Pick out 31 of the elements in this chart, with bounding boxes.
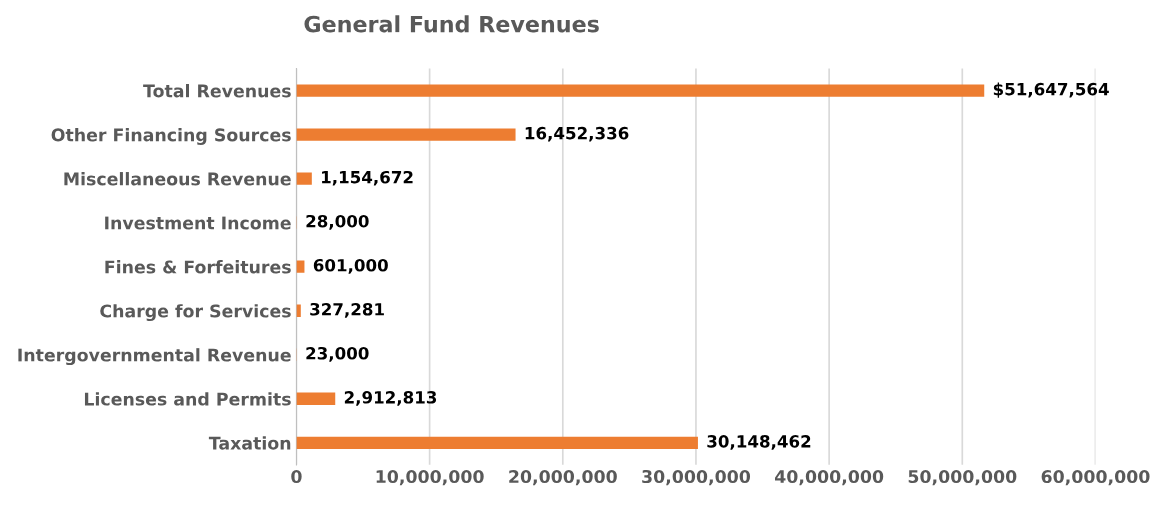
y-tick-label: Other Financing Sources [51, 128, 291, 145]
bar [296, 128, 516, 141]
data-label: 28,000 [306, 214, 369, 230]
chart-title: General Fund Revenues [304, 15, 599, 33]
y-tick-label: Total Revenues [143, 84, 291, 98]
y-tick-label: Intergovernmental Revenue [18, 348, 291, 366]
data-label: $51,647,564 [993, 82, 1109, 98]
x-tick-label: 40,000,000 [775, 469, 884, 486]
y-tick-label: Miscellaneous Revenue [64, 172, 291, 186]
bar [296, 436, 698, 449]
x-tick-label: 20,000,000 [509, 469, 617, 486]
x-tick-label: 50,000,000 [908, 469, 1017, 486]
x-tick-label: 10,000,000 [376, 469, 484, 486]
x-tick-label: 30,000,000 [642, 469, 751, 486]
y-tick-label: Fines & Forfeitures [105, 260, 291, 274]
x-tick-label: 60,000,000 [1041, 469, 1150, 486]
x-tick-label: 0 [291, 469, 302, 484]
data-label: 601,000 [313, 258, 388, 274]
bar [296, 172, 312, 185]
bar [296, 392, 336, 405]
y-tick-label: Charge for Services [100, 304, 291, 322]
data-label: 1,154,672 [322, 170, 413, 186]
data-label: 2,912,813 [344, 391, 437, 406]
y-tick-label: Investment Income [105, 216, 291, 230]
y-tick-label: Taxation [208, 436, 291, 450]
data-label: 30,148,462 [707, 435, 811, 450]
data-label: 23,000 [306, 346, 369, 362]
data-label: 327,281 [310, 302, 384, 318]
data-label: 16,452,336 [525, 126, 629, 142]
y-tick-label: Licenses and Permits [84, 392, 291, 406]
bar [296, 84, 985, 97]
